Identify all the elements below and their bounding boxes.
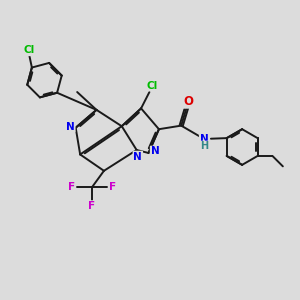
Text: N: N: [200, 134, 208, 144]
Text: F: F: [109, 182, 116, 192]
Text: N: N: [66, 122, 75, 131]
Text: N: N: [134, 152, 142, 161]
Text: Cl: Cl: [146, 80, 158, 91]
Text: H: H: [200, 141, 208, 152]
Text: N: N: [151, 146, 159, 157]
Text: F: F: [88, 201, 96, 211]
Text: O: O: [183, 95, 193, 108]
Text: Cl: Cl: [24, 45, 35, 55]
Text: F: F: [68, 182, 75, 192]
